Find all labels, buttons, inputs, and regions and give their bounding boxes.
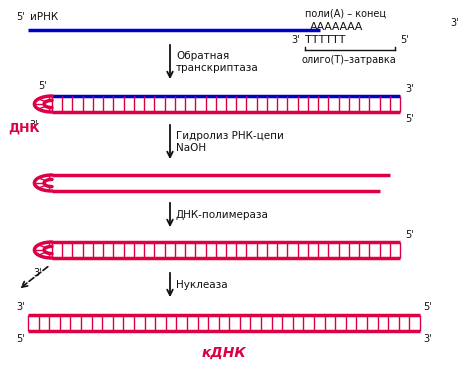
Text: 5': 5' xyxy=(400,35,409,45)
Text: 3': 3' xyxy=(423,334,432,344)
Text: 3': 3' xyxy=(292,35,300,45)
Text: поли(А) – конец: поли(А) – конец xyxy=(305,8,386,18)
Text: Нуклеаза: Нуклеаза xyxy=(176,280,228,290)
Text: 3': 3' xyxy=(30,120,38,130)
Text: 5': 5' xyxy=(16,12,25,22)
Text: 5': 5' xyxy=(423,302,432,312)
Text: 3': 3' xyxy=(17,302,25,312)
Text: ДНК: ДНК xyxy=(8,122,40,135)
Text: 3': 3' xyxy=(451,18,459,28)
Text: 5': 5' xyxy=(38,81,47,91)
Text: 5': 5' xyxy=(405,230,414,240)
Text: 3': 3' xyxy=(405,84,414,94)
Text: кДНК: кДНК xyxy=(201,346,246,360)
Text: 5': 5' xyxy=(405,114,414,124)
Text: ААААААА: ААААААА xyxy=(310,22,364,32)
Text: ТТТТТТ: ТТТТТТ xyxy=(305,35,346,45)
Text: олиго(Т)–затравка: олиго(Т)–затравка xyxy=(302,55,397,65)
Text: 5': 5' xyxy=(16,334,25,344)
Text: Гидролиз РНК-цепи
NaOH: Гидролиз РНК-цепи NaOH xyxy=(176,131,284,153)
Text: 3': 3' xyxy=(34,268,42,278)
Text: ДНК-полимераза: ДНК-полимераза xyxy=(176,210,269,220)
Text: Обратная
транскриптаза: Обратная транскриптаза xyxy=(176,51,259,73)
Text: иРНК: иРНК xyxy=(30,12,58,22)
